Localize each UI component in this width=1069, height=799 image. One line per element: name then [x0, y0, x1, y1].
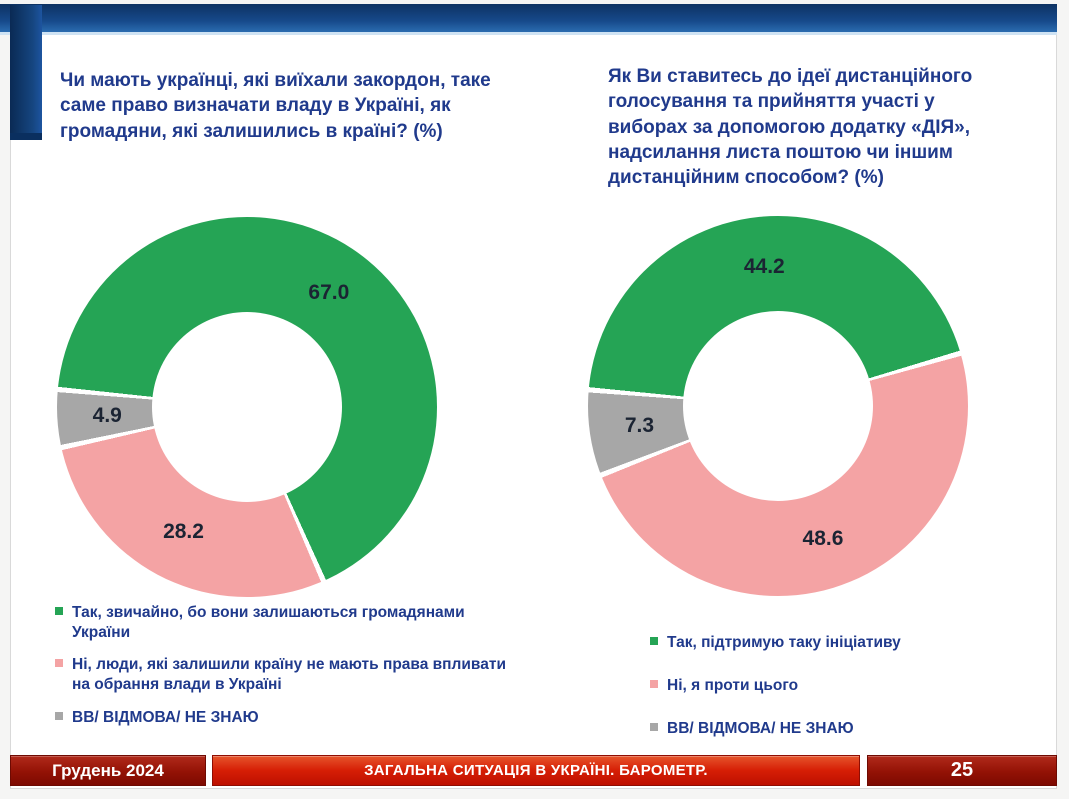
- legend-label: Ні, люди, які залишили країну не мають п…: [72, 656, 506, 694]
- slice-value-label: 44.2: [743, 254, 785, 278]
- slice-value-label: 48.6: [802, 526, 844, 550]
- legend-item: Ні, люди, які залишили країну не мають п…: [55, 655, 510, 695]
- footer-date: Грудень 2024: [10, 755, 206, 786]
- legend-swatch-green: [55, 607, 63, 615]
- legend-swatch-green: [650, 637, 658, 645]
- left-accent-bar: [10, 5, 42, 140]
- legend-label: Так, підтримую таку ініціативу: [667, 634, 901, 651]
- legend-item: ВВ/ ВІДМОВА/ НЕ ЗНАЮ: [650, 719, 1020, 739]
- legend-label: Ні, я проти цього: [667, 677, 799, 695]
- legend-swatch-pink: [650, 680, 658, 689]
- legend-item: Так, звичайно, бо вони залишаються грома…: [55, 603, 510, 643]
- slice-value-label: 7.3: [624, 414, 655, 438]
- footer-page-number: 25: [867, 755, 1057, 786]
- legend-item: Ні, я проти цього: [650, 676, 1020, 696]
- top-accent-band: [0, 4, 1057, 35]
- chart-title-right: Як Ви ставитесь до ідеї дистанційного го…: [608, 66, 973, 189]
- slice-value-label: 67.0: [308, 281, 350, 305]
- legend-swatch-pink: [55, 659, 63, 668]
- legend-left: Так, звичайно, бо вони залишаються грома…: [55, 603, 510, 740]
- donut-chart-left: 67.0 28.2 4.9: [57, 217, 437, 597]
- chart-title-left: Чи мають українці, які виїхали закордон,…: [60, 70, 491, 142]
- footer-title: ЗАГАЛЬНА СИТУАЦІЯ В УКРАЇНІ. БАРОМЕТР.: [212, 755, 860, 786]
- legend-label: ВВ/ ВІДМОВА/ НЕ ЗНАЮ: [72, 708, 259, 726]
- legend-item: ВВ/ ВІДМОВА/ НЕ ЗНАЮ: [55, 708, 510, 728]
- legend-swatch-gray: [55, 711, 63, 720]
- legend-label: ВВ/ ВІДМОВА/ НЕ ЗНАЮ: [667, 720, 854, 738]
- legend-swatch-gray: [650, 723, 658, 732]
- donut-chart-right: 44.2 48.6 7.3: [588, 216, 968, 596]
- legend-item: Так, підтримую таку ініціативу: [650, 633, 1020, 653]
- legend-label: Так, звичайно, бо вони залишаються грома…: [72, 604, 465, 642]
- legend-right: Так, підтримую таку ініціативу Ні, я про…: [650, 633, 1020, 762]
- slice-value-label: 28.2: [163, 519, 204, 543]
- donut-hole: [152, 312, 342, 502]
- slice-value-label: 4.9: [92, 403, 122, 427]
- donut-hole: [683, 311, 873, 501]
